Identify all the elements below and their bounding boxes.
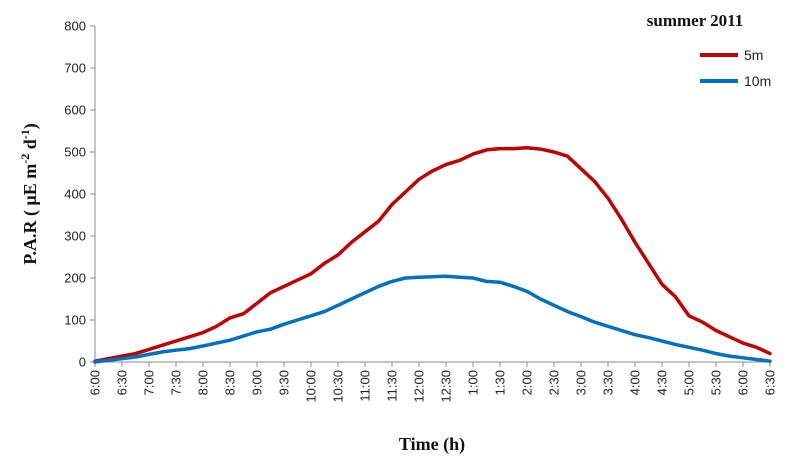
x-tick-label: 5:30 xyxy=(709,370,724,395)
legend-label-10m: 10m xyxy=(744,73,771,89)
x-tick-label: 2:30 xyxy=(547,370,562,395)
y-tick-label: 100 xyxy=(64,313,86,328)
y-axis-title: P.A.R ( μE m-2 d-1) xyxy=(18,123,41,265)
x-tick-label: 3:00 xyxy=(574,370,589,395)
x-tick-label: 7:30 xyxy=(169,370,184,395)
y-tick-label: 700 xyxy=(64,61,86,76)
x-tick-label: 1:00 xyxy=(466,370,481,395)
y-axis-title-sup1: -2 xyxy=(18,154,32,164)
x-tick-label: 6:30 xyxy=(115,370,130,395)
x-tick-label: 1:30 xyxy=(493,370,508,395)
x-tick-label: 6:30 xyxy=(763,370,778,395)
x-tick-label: 4:00 xyxy=(628,370,643,395)
y-tick-label: 800 xyxy=(64,19,86,34)
y-axis: 0 100 200 300 400 500 600 700 800 xyxy=(64,19,96,370)
x-tick-label: 10:30 xyxy=(331,370,346,403)
y-axis-title-end: ) xyxy=(20,123,41,129)
x-axis-title: Time (h) xyxy=(399,434,465,455)
x-tick-label: 6:00 xyxy=(88,370,103,395)
y-axis-title-sup2: -1 xyxy=(18,129,32,139)
legend-title: summer 2011 xyxy=(647,11,744,30)
x-axis: 6:00 6:30 7:00 7:30 8:00 8:30 9:00 9:30 10:00 10:… xyxy=(88,361,778,403)
y-tick-label: 600 xyxy=(64,103,86,118)
x-tick-label: 12:00 xyxy=(412,370,427,403)
y-tick-label: 300 xyxy=(64,229,86,244)
y-tick-label: 0 xyxy=(79,355,86,370)
x-tick-label: 11:00 xyxy=(358,370,373,402)
x-tick-label: 5:00 xyxy=(682,370,697,395)
series-layer xyxy=(93,146,772,364)
y-tick-label: 200 xyxy=(64,271,86,286)
legend: summer 2011 5m 10m xyxy=(647,11,771,89)
legend-label-5m: 5m xyxy=(744,47,763,63)
x-tick-label: 9:30 xyxy=(277,370,292,395)
x-tick-label: 3:30 xyxy=(601,370,616,395)
x-tick-label: 7:00 xyxy=(142,370,157,395)
y-tick-label: 500 xyxy=(64,145,86,160)
y-axis-title-mid: d xyxy=(20,139,40,154)
x-tick-label: 8:30 xyxy=(223,370,238,395)
x-tick-label: 9:00 xyxy=(250,370,265,395)
series-line-10m xyxy=(93,274,772,364)
x-tick-label: 12:30 xyxy=(439,370,454,403)
x-tick-label: 10:00 xyxy=(304,370,319,403)
x-tick-label: 11:30 xyxy=(385,370,400,402)
y-tick-label: 400 xyxy=(64,187,86,202)
x-tick-label: 4:30 xyxy=(655,370,670,395)
x-tick-label: 8:00 xyxy=(196,370,211,395)
series-line-5m xyxy=(93,146,772,363)
x-tick-label: 6:00 xyxy=(736,370,751,395)
y-axis-title-base: P.A.R ( μE m xyxy=(20,164,41,265)
x-tick-label: 2:00 xyxy=(520,370,535,395)
